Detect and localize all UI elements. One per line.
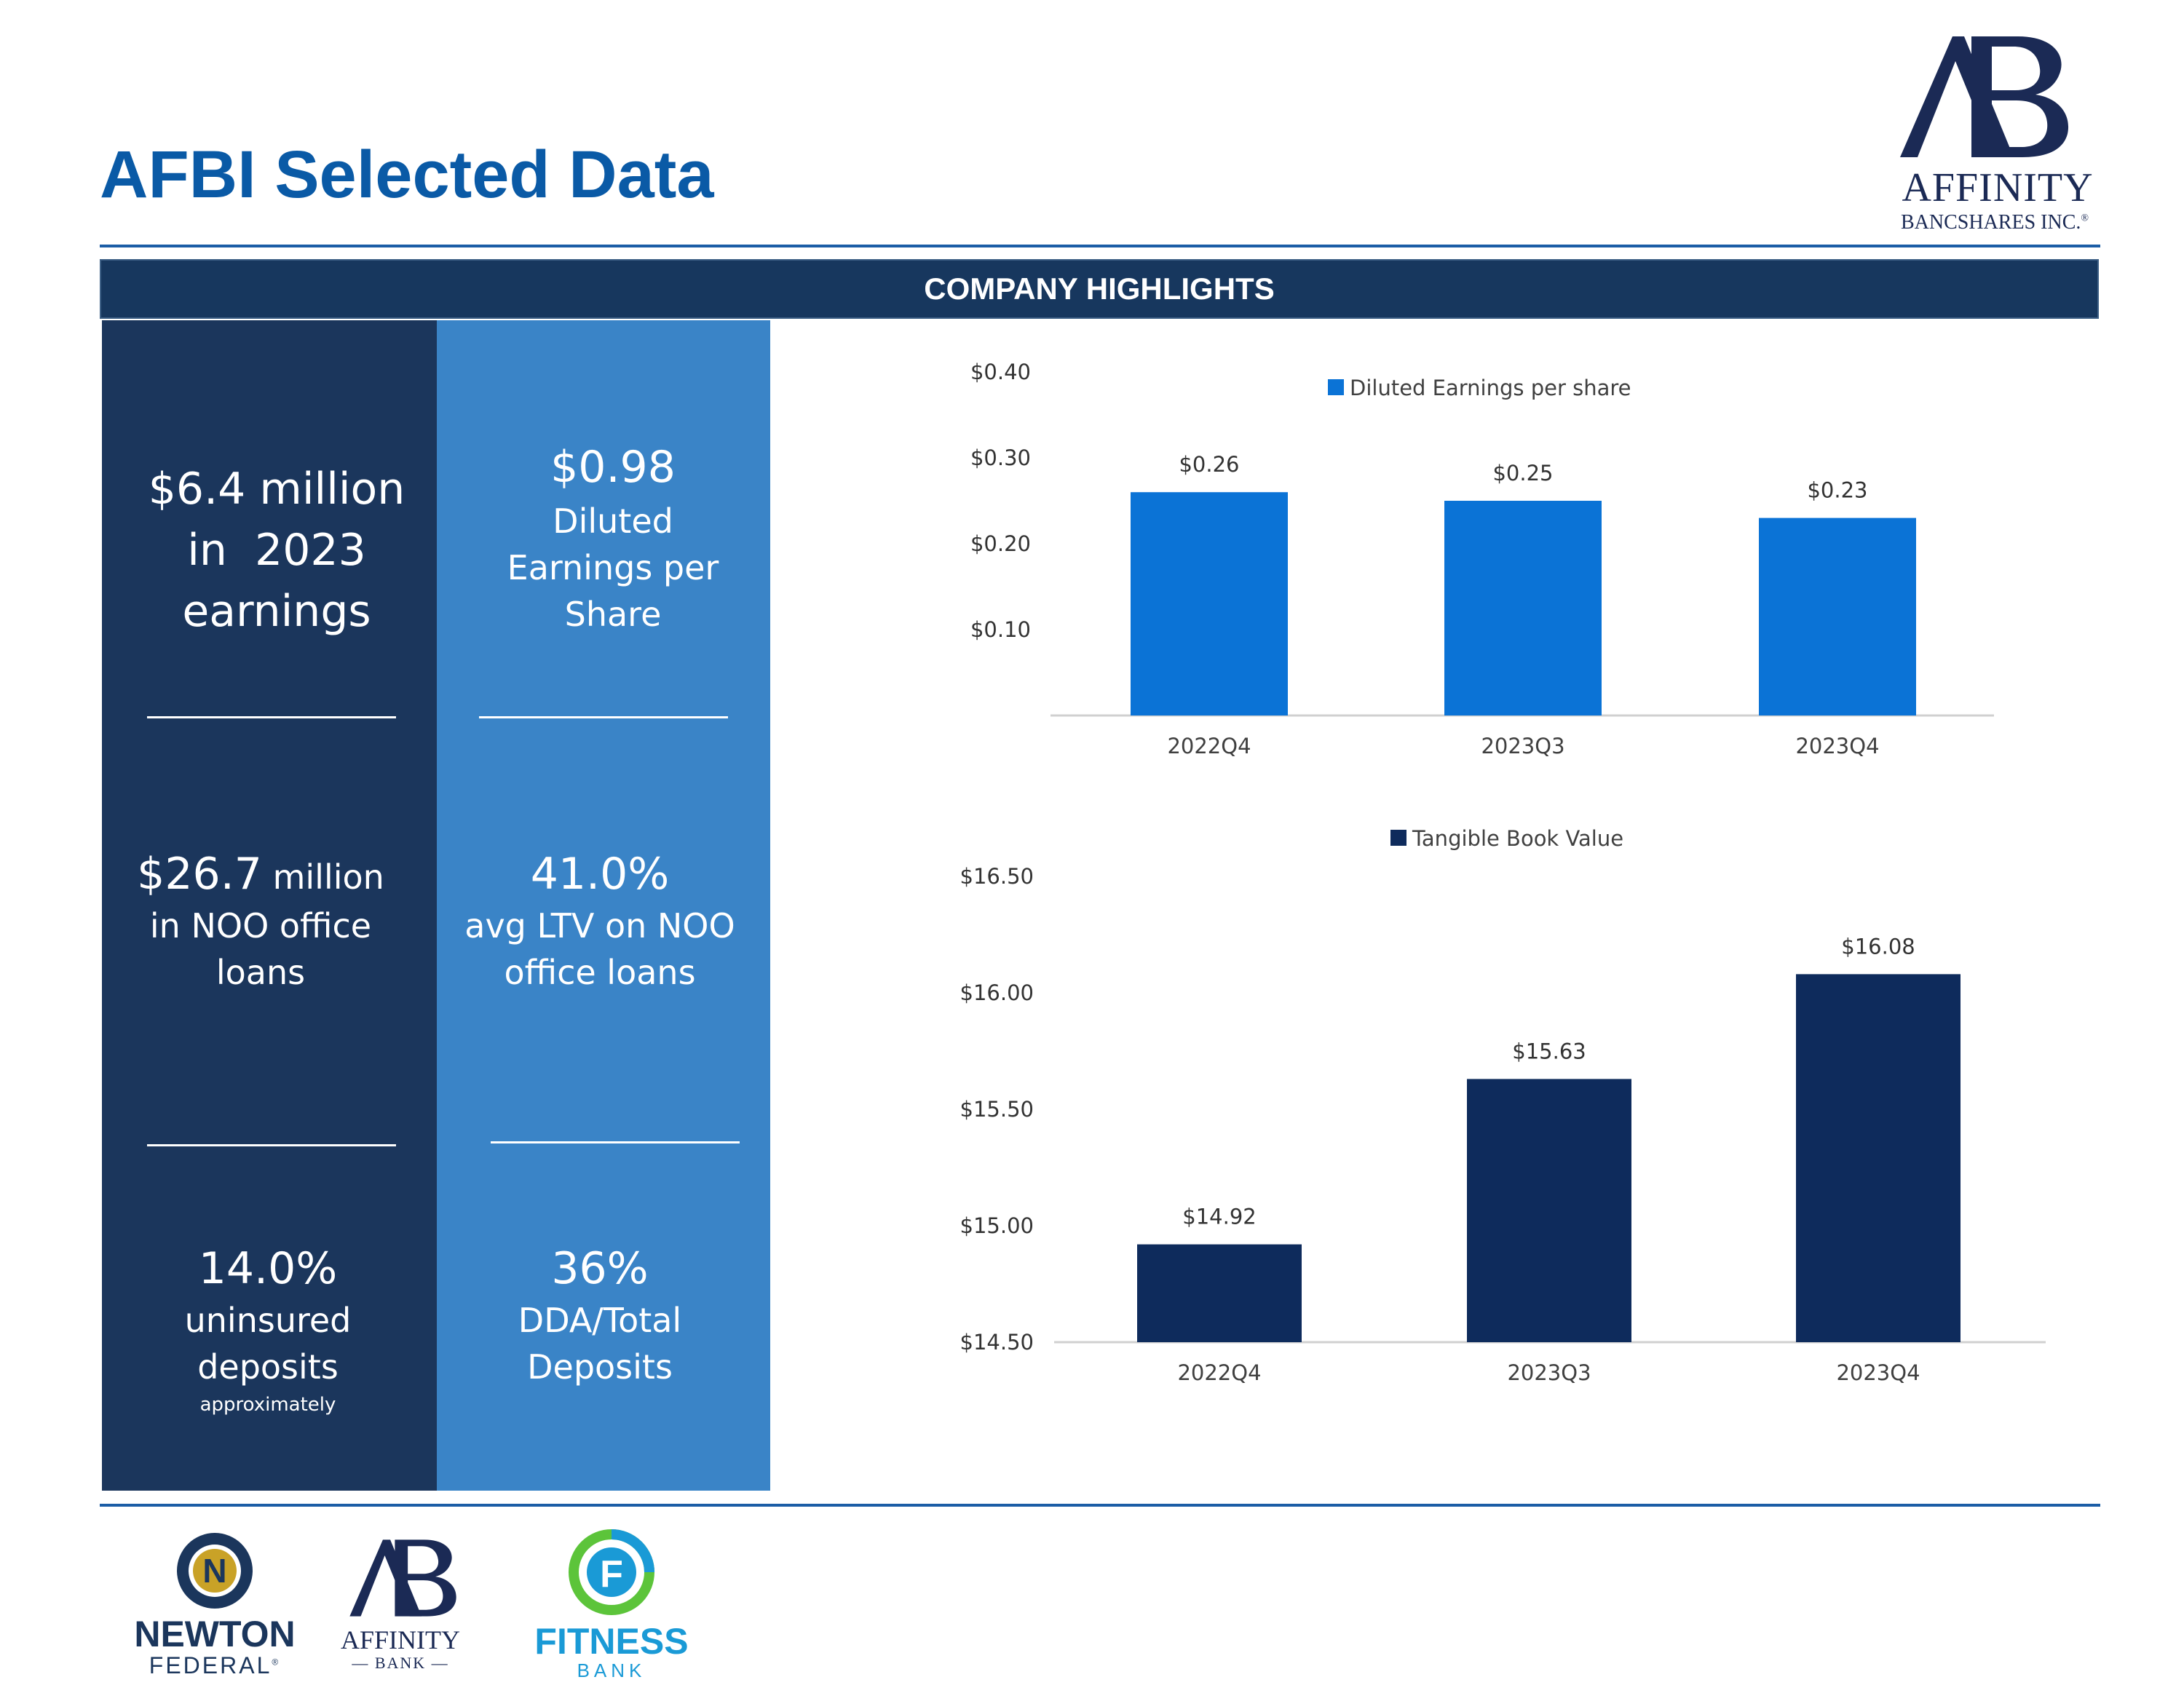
eps-line3: Earnings per	[507, 548, 719, 587]
tbv-category-label: 2023Q4	[1836, 1360, 1920, 1385]
noo-loans-unit: million	[261, 857, 384, 897]
eps-line4: Share	[564, 595, 662, 634]
affinity-bancshares-name: AFFINITY	[1902, 165, 2094, 210]
newton-n-icon: N	[177, 1533, 253, 1609]
affinity-bank-logo: AFFINITY — BANK —	[331, 1533, 470, 1678]
tbv-category-label: 2022Q4	[1177, 1360, 1261, 1385]
tbv-value-label: $15.63	[1512, 1039, 1586, 1063]
eps-bar-chart: $0.10 $0.20 $0.30 $0.40 Diluted Earnings per…	[946, 349, 2038, 786]
uninsured-line3: deposits	[197, 1347, 339, 1387]
footer-rule	[100, 1504, 2100, 1507]
page-title: AFBI Selected Data	[100, 138, 714, 212]
fitness-sub: BANK	[577, 1660, 646, 1681]
affinity-bancshares-sub-text: BANCSHARES INC.	[1900, 211, 2081, 234]
fitness-mark-text: F	[600, 1553, 623, 1595]
newton-tm: ®	[272, 1657, 281, 1668]
affinity-bank-sub: — BANK —	[352, 1654, 449, 1672]
fitness-name: FITNESS	[534, 1621, 689, 1662]
eps-legend-swatch	[1328, 379, 1344, 395]
ab-monogram-icon	[1900, 36, 2069, 157]
dda-highlight: 36% DDA/Total Deposits	[433, 1240, 767, 1390]
tbv-chart-svg: $14.50 $15.00 $15.50 $16.00 $16.50 Tangible B…	[960, 826, 2046, 1385]
eps-category-label: 2023Q4	[1795, 734, 1879, 758]
eps-bar	[1759, 518, 1916, 715]
affinity-bank-ab-icon	[349, 1539, 456, 1617]
eps-y-tick-label: $0.40	[970, 360, 1031, 384]
newton-federal-logo: N NEWTON FEDERAL®	[124, 1529, 306, 1681]
fitness-f-icon: F	[569, 1529, 654, 1615]
uninsured-highlight: 14.0% uninsured deposits approximately	[100, 1240, 435, 1419]
newton-name: NEWTON	[134, 1614, 296, 1654]
ltv-value: 41.0%	[530, 849, 670, 900]
eps-category-label: 2022Q4	[1167, 734, 1251, 758]
ltv-highlight: 41.0% avg LTV on NOO office loans	[433, 846, 767, 996]
newton-mark-text: N	[202, 1552, 226, 1590]
tbv-legend-swatch	[1390, 830, 1406, 846]
tbv-bar	[1796, 974, 1961, 1342]
eps-y-tick-label: $0.30	[970, 445, 1031, 470]
highlights-panel-left: $6.4 million in 2023 earnings $26.7 mill…	[102, 320, 437, 1491]
earnings-value: $6.4 million	[148, 464, 405, 515]
tbv-y-tick-label: $14.50	[960, 1330, 1034, 1355]
eps-y-tick-label: $0.20	[970, 531, 1031, 556]
noo-loans-highlight: $26.7 million in NOO office loans	[93, 846, 428, 996]
uninsured-note: approximately	[199, 1394, 336, 1416]
eps-value-label: $0.23	[1807, 478, 1867, 503]
header-rule	[100, 245, 2100, 247]
right-divider-2	[491, 1141, 740, 1143]
uninsured-line2: uninsured	[184, 1301, 352, 1340]
eps-bar	[1131, 492, 1288, 715]
earnings-line3: earnings	[182, 586, 371, 637]
tbv-value-label: $16.08	[1841, 934, 1915, 959]
tbv-bar	[1467, 1079, 1631, 1342]
affinity-bank-name: AFFINITY	[340, 1625, 460, 1654]
highlights-panel-right: $0.98 Diluted Earnings per Share 41.0% a…	[437, 320, 770, 1491]
eps-chart-svg: $0.10 $0.20 $0.30 $0.40 Diluted Earnings per…	[970, 360, 1994, 758]
fitness-bank-logo: F FITNESS BANK	[531, 1526, 692, 1683]
earnings-highlight: $6.4 million in 2023 earnings	[109, 459, 444, 642]
tbv-y-tick-label: $16.50	[960, 864, 1034, 889]
eps-highlight: $0.98 Diluted Earnings per Share	[446, 437, 780, 638]
ltv-line3: office loans	[504, 953, 696, 992]
eps-legend-label: Diluted Earnings per share	[1350, 376, 1631, 400]
newton-sub-text: FEDERAL	[149, 1652, 272, 1678]
tbv-bar	[1137, 1244, 1302, 1342]
tbv-bar-chart: $14.50 $15.00 $15.50 $16.00 $16.50 Tangible B…	[946, 815, 2082, 1412]
eps-bar	[1444, 501, 1602, 715]
dda-line3: Deposits	[527, 1347, 673, 1387]
eps-line2: Diluted	[553, 501, 673, 541]
earnings-line2: in 2023	[187, 525, 366, 576]
affinity-bancshares-logo: AFFINITY BANCSHARES INC.®	[1886, 28, 2104, 239]
company-highlights-banner: COMPANY HIGHLIGHTS	[100, 259, 2099, 319]
noo-loans-line2: in NOO office	[149, 906, 372, 945]
tbv-y-tick-label: $15.00	[960, 1213, 1034, 1238]
eps-y-tick-label: $0.10	[970, 617, 1031, 642]
left-divider-1	[147, 716, 396, 718]
eps-value-label: $0.26	[1179, 452, 1239, 477]
tbv-category-label: 2023Q3	[1507, 1360, 1591, 1385]
dda-value: 36%	[551, 1243, 649, 1294]
noo-loans-value: $26.7	[137, 849, 262, 900]
tbv-legend-label: Tangible Book Value	[1412, 826, 1623, 851]
tbv-y-tick-label: $15.50	[960, 1097, 1034, 1122]
tbv-y-tick-label: $16.00	[960, 980, 1034, 1005]
noo-loans-line3: loans	[215, 953, 306, 992]
affinity-bancshares-sub: BANCSHARES INC.®	[1886, 211, 2104, 234]
tbv-value-label: $14.92	[1182, 1205, 1256, 1229]
eps-category-label: 2023Q3	[1481, 734, 1564, 758]
uninsured-value: 14.0%	[198, 1243, 338, 1294]
right-divider-1	[479, 716, 728, 718]
left-divider-2	[147, 1144, 396, 1146]
eps-value-label: $0.25	[1492, 461, 1553, 485]
noo-loans-value-line: $26.7 million	[93, 846, 428, 903]
ltv-line2: avg LTV on NOO	[464, 906, 735, 945]
trademark-mark: ®	[2081, 213, 2089, 224]
eps-value: $0.98	[550, 442, 676, 493]
dda-line2: DDA/Total	[518, 1301, 682, 1340]
newton-sub: FEDERAL®	[124, 1652, 306, 1679]
